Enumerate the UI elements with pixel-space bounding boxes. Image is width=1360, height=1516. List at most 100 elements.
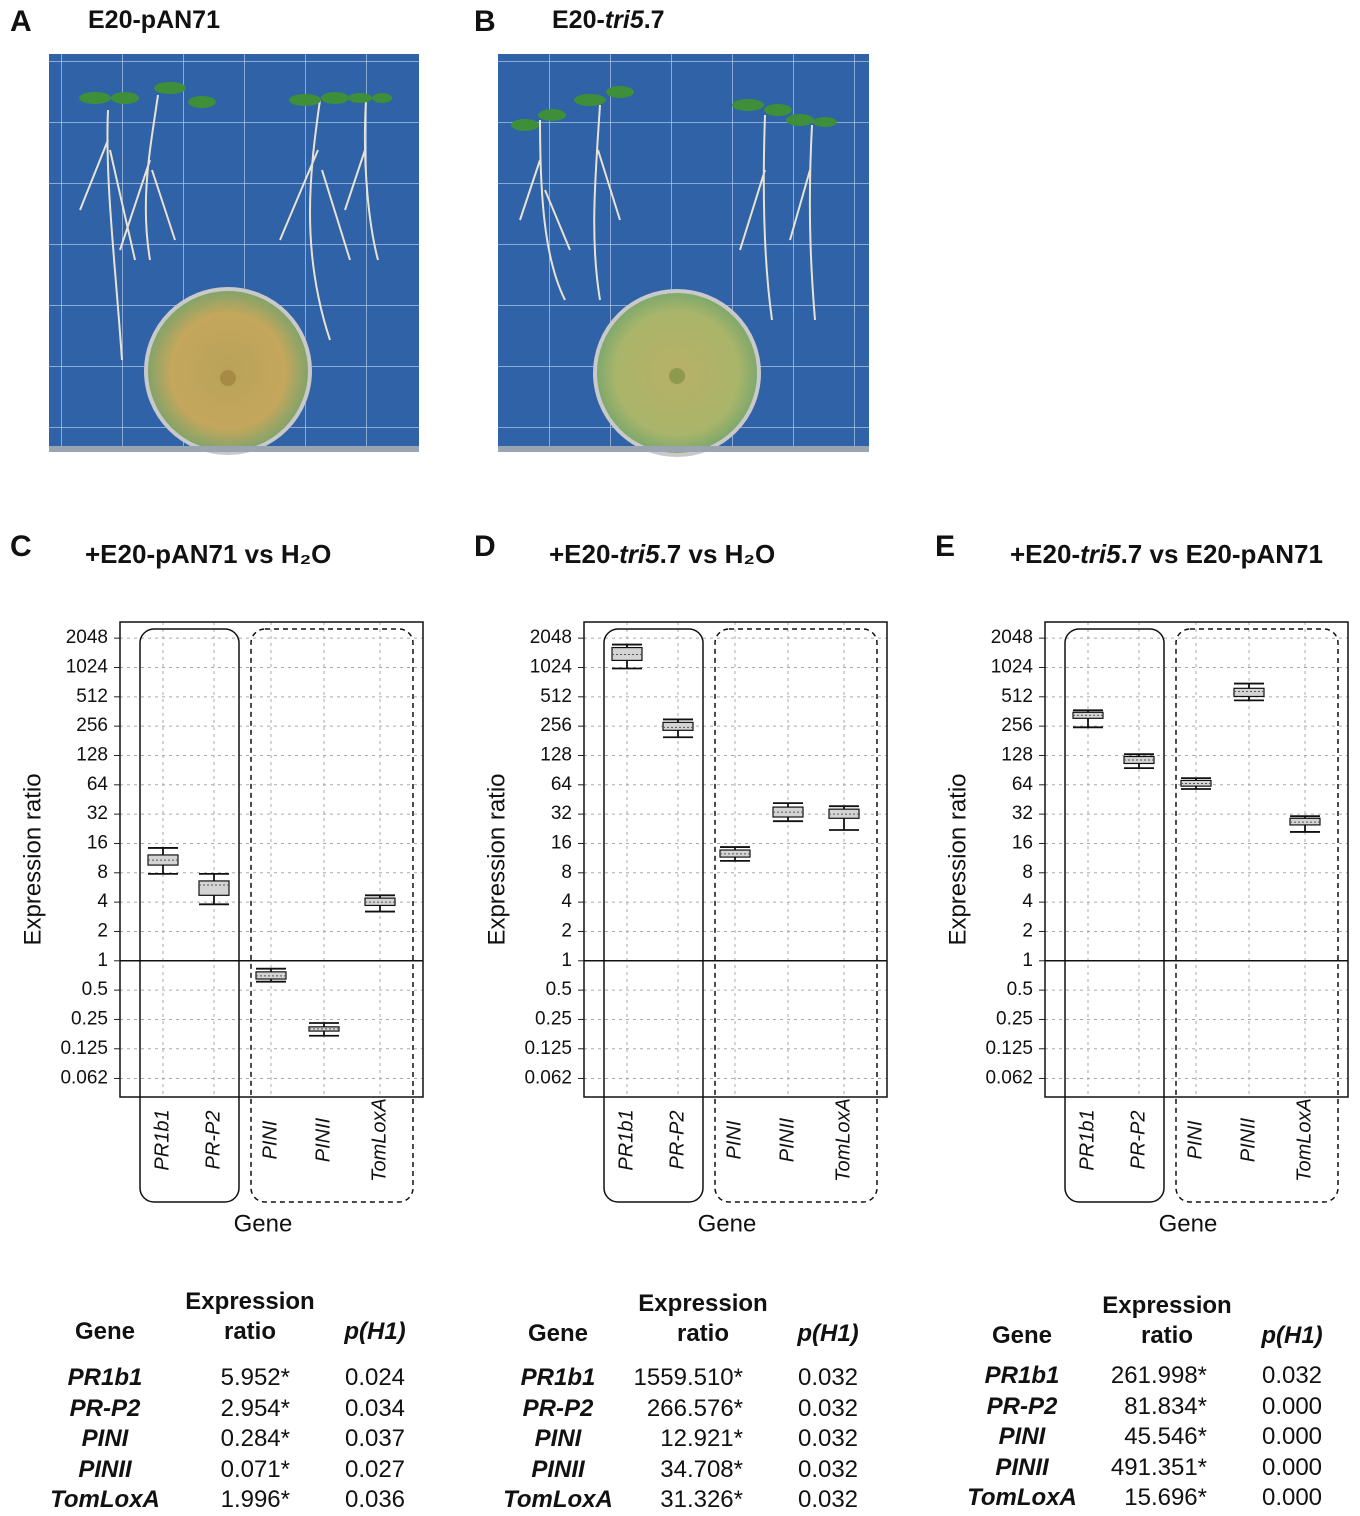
title-part: .7 vs H₂O [660, 539, 776, 569]
table-cell: 0.024 [344, 1364, 406, 1391]
table-cell: PR-P2 [986, 1392, 1058, 1420]
table-cell: PINI [998, 1423, 1046, 1450]
table-cell: 15.696* [1124, 1484, 1207, 1511]
y-tick-label: 4 [561, 891, 572, 912]
title-part: +E20- [549, 539, 619, 569]
table-cell: 0.034 [344, 1394, 406, 1422]
y-tick-label: 64 [1012, 774, 1034, 795]
y-tick-label: 4 [1022, 891, 1033, 912]
table-cell: 0.000 [1261, 1453, 1323, 1481]
table-cell: PINII [78, 1455, 132, 1483]
table-cell: PR1b1 [520, 1364, 596, 1391]
y-tick-label: 16 [87, 832, 108, 853]
data-table: PR1b1 5.952* 0.024 PR-P2 2.954* 0.034 PINI 0.28… [40, 1363, 420, 1516]
x-tick-label: PINII [312, 1117, 334, 1162]
x-tick-label: PINI [1184, 1120, 1206, 1159]
table-row: TomLoxA 1.996* 0.036 [40, 1485, 420, 1516]
table-cell: 0.000 [1261, 1423, 1323, 1450]
y-tick-label: 0.062 [985, 1067, 1033, 1088]
header-cell: Gene [991, 1322, 1053, 1349]
header-cell: Expression ratio [638, 1290, 768, 1347]
table-cell: 5.952* [220, 1364, 290, 1391]
header-cell: Gene [527, 1320, 589, 1347]
table-cell: 0.032 [797, 1364, 859, 1391]
y-tick-label: 0.25 [996, 1008, 1033, 1029]
y-tick-label: 0.125 [985, 1038, 1033, 1059]
x-tick-label: PINI [723, 1120, 745, 1159]
y-tick-label: 32 [87, 803, 108, 824]
y-tick-label: 2048 [66, 627, 108, 648]
table-cell: 0.032 [797, 1425, 859, 1452]
x-axis-label: Gene [1159, 1210, 1218, 1237]
table-cell: 0.032 [797, 1486, 859, 1513]
table-cell: PR1b1 [67, 1364, 143, 1391]
x-tick-label: PINII [776, 1117, 798, 1162]
table-cell: 31.326* [660, 1486, 743, 1513]
y-tick-label: 1 [561, 950, 572, 971]
title-part: tri5 [605, 6, 645, 34]
x-tick-label: PINI [259, 1120, 281, 1159]
y-tick-label: 0.5 [546, 979, 572, 1000]
table-row: PR-P2 266.576* 0.032 [493, 1394, 873, 1425]
table-cell: 0.000 [1261, 1392, 1323, 1420]
table-header: Gene Expression ratio p(H1) [957, 1289, 1337, 1351]
table-row: PINII 491.351* 0.000 [957, 1453, 1337, 1484]
x-tick-label: TomLoxA [1293, 1098, 1315, 1182]
table-cell: 0.071* [220, 1455, 290, 1483]
table-row: PINI 0.284* 0.037 [40, 1424, 420, 1455]
y-tick-label: 1024 [991, 657, 1034, 678]
table-cell: TomLoxA [50, 1486, 160, 1513]
table-cell: 0.032 [1261, 1362, 1323, 1389]
title-part: .7 vs E20-pAN71 [1121, 539, 1323, 569]
header-cell: p(H1) [1261, 1322, 1323, 1349]
panel-title: +E20-tri5.7 vs E20-pAN71 [1010, 539, 1323, 569]
header-cell: Expression ratio [185, 1288, 315, 1345]
table-cell: 0.032 [797, 1394, 859, 1422]
photo-b [498, 54, 869, 457]
y-tick-label: 8 [1022, 862, 1033, 883]
table-cell: PINI [81, 1425, 129, 1452]
y-tick-label: 64 [87, 774, 109, 795]
title-part: E20-pAN71 [88, 6, 220, 34]
x-tick-label: PINII [1237, 1117, 1259, 1162]
table-row: PINI 45.546* 0.000 [957, 1422, 1337, 1453]
table-cell: 0.032 [797, 1455, 859, 1483]
title-part: tri5 [619, 539, 660, 569]
table-cell: PR1b1 [984, 1362, 1060, 1389]
panel-title: +E20-pAN71 vs H₂O [85, 539, 331, 569]
photo-a [49, 54, 419, 455]
y-tick-label: 1 [97, 950, 108, 971]
y-tick-label: 8 [561, 862, 572, 883]
table-header: Gene Expression ratio p(H1) [40, 1285, 420, 1347]
header-cell: p(H1) [797, 1320, 859, 1347]
x-tick-label: PR1b1 [615, 1109, 637, 1170]
table-cell: 1.996* [220, 1486, 290, 1513]
y-tick-label: 0.062 [524, 1067, 572, 1088]
y-axis-label: Expression ratio [483, 773, 510, 945]
y-tick-label: 1024 [66, 657, 109, 678]
y-tick-label: 256 [76, 715, 108, 736]
y-tick-label: 2 [561, 920, 572, 941]
x-tick-label: PR1b1 [151, 1109, 173, 1170]
box [1233, 687, 1265, 698]
group-box [139, 628, 240, 1203]
box [662, 721, 694, 731]
table-row: PR1b1 1559.510* 0.032 [493, 1363, 873, 1394]
table-cell: PINII [995, 1453, 1049, 1481]
x-tick-label: PR-P2 [1127, 1111, 1149, 1170]
group-box [1175, 628, 1339, 1203]
panel-label: C [10, 530, 32, 563]
title-part: tri5 [1080, 539, 1121, 569]
table-row: PR1b1 5.952* 0.024 [40, 1363, 420, 1394]
table-row: PINI 12.921* 0.032 [493, 1424, 873, 1455]
table-cell: 45.546* [1124, 1423, 1207, 1450]
header-cell: p(H1) [344, 1318, 406, 1345]
title-part: +E20-pAN71 vs H₂O [85, 539, 331, 569]
x-tick-label: PR1b1 [1076, 1109, 1098, 1170]
table-cell: TomLoxA [503, 1486, 613, 1513]
plot-frame [583, 621, 888, 1098]
title-part: +E20- [1010, 539, 1080, 569]
y-tick-label: 0.25 [535, 1008, 572, 1029]
x-tick-label: TomLoxA [832, 1098, 854, 1182]
